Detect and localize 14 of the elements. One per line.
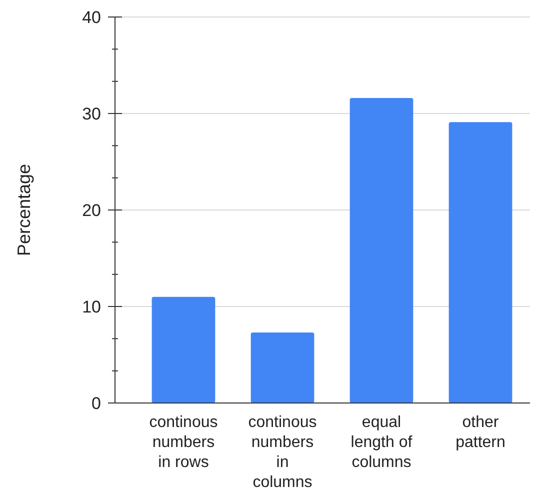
y-tick-label: 10	[82, 297, 101, 316]
y-tick-label: 20	[82, 200, 101, 220]
bar	[250, 332, 314, 403]
y-tick-label: 30	[82, 104, 101, 124]
y-tick-label: 0	[92, 394, 101, 413]
x-tick-label: continous numbers in columns	[248, 414, 317, 491]
x-tick-label: continous numbers in rows	[149, 414, 218, 471]
bar	[448, 122, 512, 403]
x-tick-label: other pattern	[456, 414, 506, 451]
bar	[350, 98, 414, 403]
x-tick-label: equal length of columns	[350, 414, 413, 471]
bar	[152, 296, 216, 403]
y-axis-title: Percentage	[14, 164, 34, 256]
y-tick-label: 40	[82, 8, 101, 27]
